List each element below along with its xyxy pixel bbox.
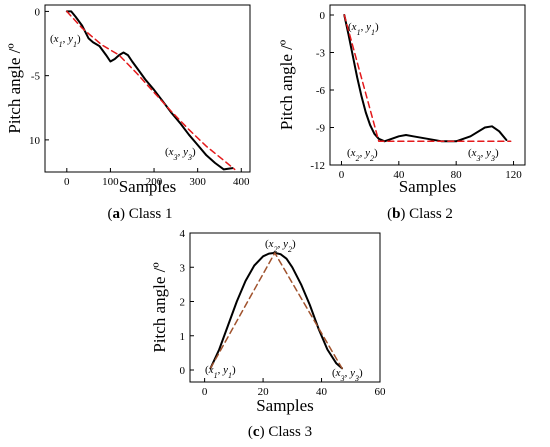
y-tick-label: -9 <box>316 123 326 135</box>
y-tick-label: 4 <box>180 228 186 240</box>
x-tick-label: 0 <box>64 176 70 188</box>
x-tick-label: 300 <box>189 176 206 188</box>
plot-frame <box>189 232 381 383</box>
y-tick-label: 0 <box>320 10 326 22</box>
chart-panel-b: 0 40 80 120 0 -3 -6 -9 -12 (x1, y1) (x2, y2) (x3, y… <box>277 4 526 222</box>
x-tick-label: 120 <box>505 169 522 181</box>
point-annotation: (x2, y2) <box>265 238 296 254</box>
x-tick-label: 20 <box>258 386 270 398</box>
chart-panel-c: 0 20 40 60 0 1 2 3 4 (x2, y2) (x1, y1) (x3, y3) Samp… <box>150 228 386 440</box>
panel-caption: (a) Class 1 <box>108 206 173 222</box>
y-tick-label: -3 <box>316 48 326 60</box>
signal-line <box>343 14 508 143</box>
y-tick-label: 0 <box>35 6 41 18</box>
x-axis-label: Samples <box>256 396 314 415</box>
x-tick-label: 200 <box>146 176 163 188</box>
fitted-dashed-line <box>343 14 512 143</box>
x-tick-label: 0 <box>339 169 345 181</box>
signal-line <box>65 10 234 171</box>
point-annotation: (x3, y3) <box>165 146 196 162</box>
x-tick-label: 40 <box>316 386 328 398</box>
panel-caption: (b) Class 2 <box>387 206 453 222</box>
fitted-dashed-line <box>209 252 343 370</box>
point-annotation: (x1, y1) <box>348 21 379 37</box>
y-axis-label: Pitch angle /º <box>277 40 296 130</box>
x-tick-label: 60 <box>375 386 387 398</box>
x-tick-label: 400 <box>233 176 250 188</box>
fitted-dashed-line <box>66 10 236 171</box>
y-tick-label: -6 <box>316 85 326 97</box>
point-annotation: (x3, y3) <box>468 147 499 163</box>
panel-caption: (c) Class 3 <box>248 424 312 440</box>
x-tick-label: 80 <box>451 169 463 181</box>
y-tick-label: 3 <box>180 262 186 274</box>
y-tick-label: 1 <box>180 331 186 343</box>
point-annotation: (x3, y3) <box>332 367 363 383</box>
x-tick-label: 0 <box>202 386 208 398</box>
x-tick-label: 100 <box>102 176 119 188</box>
x-axis-label: Samples <box>119 177 177 196</box>
y-tick-label: -5 <box>31 71 41 83</box>
y-tick-label: 0 <box>180 365 186 377</box>
y-axis-label: Pitch angle /º <box>150 262 169 352</box>
x-tick-label: 40 <box>393 169 405 181</box>
chart-panel-a: 0 100 200 300 400 0 -5 10 (x1, y1) (x3, y3) Sample… <box>5 4 251 222</box>
y-axis-label: Pitch angle /º <box>5 43 24 133</box>
plot-frame <box>329 4 526 166</box>
point-annotation: (x1, y1) <box>205 364 236 380</box>
point-annotation: (x1, y1) <box>50 33 81 49</box>
y-tick-label: 2 <box>180 297 186 309</box>
y-tick-label: -12 <box>310 160 325 172</box>
plot-frame <box>44 4 251 173</box>
point-annotation: (x2, y2) <box>347 147 378 163</box>
signal-line <box>209 251 343 370</box>
y-tick-label: 10 <box>29 135 41 147</box>
x-axis-label: Samples <box>399 177 457 196</box>
